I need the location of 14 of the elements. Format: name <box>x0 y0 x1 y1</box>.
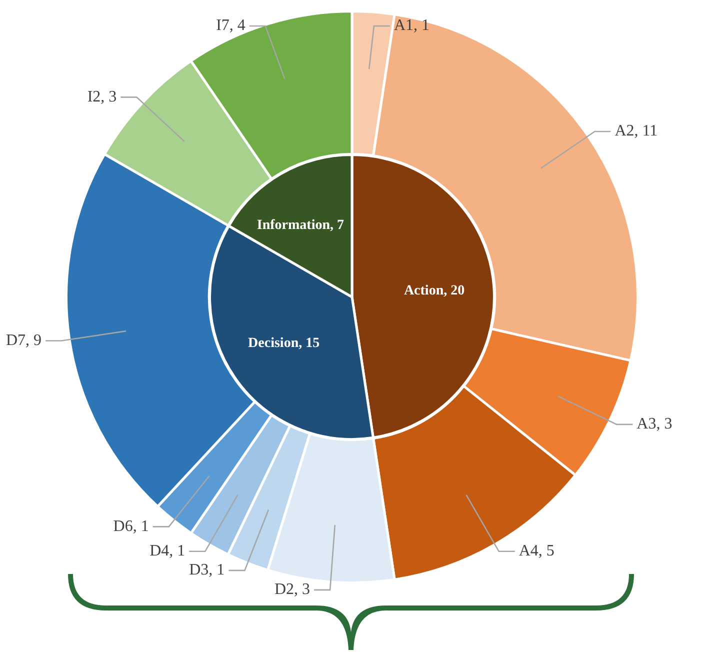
slice-label: Decision, 15 <box>248 336 320 352</box>
slice-label: D4, 1 <box>150 542 186 560</box>
slice-label: I2, 3 <box>87 88 117 106</box>
slice-label: A1, 1 <box>394 17 430 34</box>
slice-label: A3, 3 <box>636 416 672 433</box>
slice-label: D6, 1 <box>113 518 149 535</box>
slice-label: A4, 5 <box>518 542 554 560</box>
slice-label: D7, 9 <box>6 332 42 349</box>
slice-label: I7, 4 <box>216 17 246 34</box>
slice-label: Information, 7 <box>256 218 344 234</box>
slice-label: D3, 1 <box>189 562 225 579</box>
slice-label: Action, 20 <box>404 283 465 298</box>
slice-label: A2, 11 <box>614 122 658 140</box>
slice-label: D2, 3 <box>274 581 310 598</box>
